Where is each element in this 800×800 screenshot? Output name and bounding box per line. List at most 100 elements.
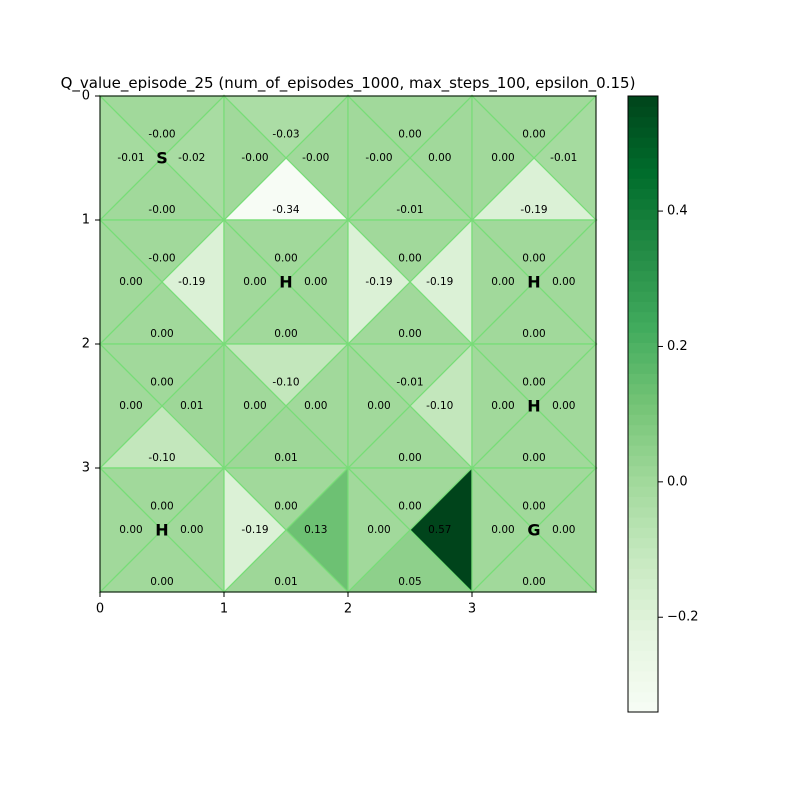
q-value-label-r3c3-left: 0.00 — [491, 524, 514, 536]
colorbar-band — [628, 373, 658, 385]
q-value-label-r3c3-right: 0.00 — [552, 524, 575, 536]
q-triangle-r1c1-left — [223, 218, 287, 346]
colorbar-band — [628, 147, 658, 159]
colorbar-band — [628, 578, 658, 590]
axes: 0 1 2 3 0 1 2 3 — [82, 89, 597, 617]
q-value-label-r0c0-right: -0.02 — [178, 152, 205, 164]
colorbar-band — [628, 701, 658, 713]
state-label-r2c3: H — [527, 397, 540, 416]
colorbar-band — [628, 670, 658, 682]
colorbar-band — [628, 404, 658, 415]
y-tick-label-3: 3 — [82, 461, 90, 476]
y-tick-label-0: 0 — [82, 89, 90, 104]
q-value-label-r1c3-right: 0.00 — [552, 276, 575, 288]
q-value-label-r3c3-up: 0.00 — [522, 500, 545, 512]
state-label-r1c1: H — [279, 273, 292, 292]
colorbar-band — [628, 537, 658, 549]
q-value-label-r0c1-right: -0.00 — [302, 152, 329, 164]
q-value-label-r2c2-left: 0.00 — [367, 400, 390, 412]
colorbar-band — [628, 496, 658, 508]
q-value-label-r0c0-down: -0.00 — [148, 204, 175, 216]
q-value-label-r0c3-right: -0.01 — [550, 152, 577, 164]
colorbar-band — [628, 660, 658, 672]
q-value-label-r1c2-up: 0.00 — [398, 252, 421, 264]
q-value-label-r0c2-down: -0.01 — [396, 204, 423, 216]
q-value-label-r2c0-down: -0.10 — [148, 452, 175, 464]
q-value-label-r2c2-right: -0.10 — [426, 400, 453, 412]
colorbar-band — [628, 311, 658, 323]
colorbar-band — [628, 465, 658, 477]
q-value-label-r1c0-right: -0.19 — [178, 276, 205, 288]
colorbar-band — [628, 619, 658, 631]
colorbar-band — [628, 393, 658, 405]
colorbar-band — [628, 424, 658, 436]
q-value-label-r1c0-up: -0.00 — [148, 252, 175, 264]
q-value-label-r3c0-right: 0.00 — [180, 524, 203, 536]
colorbar-band — [628, 609, 658, 621]
colorbar-band — [628, 475, 658, 487]
colorbar-band — [628, 137, 658, 148]
colorbar-band — [628, 260, 658, 272]
q-value-label-r3c2-left: 0.00 — [367, 524, 390, 536]
colorbar-band — [628, 219, 658, 231]
colorbar-band — [628, 640, 658, 651]
colorbar-band — [628, 506, 658, 518]
q-value-label-r2c3-left: 0.00 — [491, 400, 514, 412]
q-value-label-r2c3-up: 0.00 — [522, 376, 545, 388]
colorbar-band — [628, 547, 658, 559]
colorbar-band — [628, 568, 658, 580]
q-value-label-r1c2-down: 0.00 — [398, 328, 421, 340]
q-value-label-r0c2-right: 0.00 — [428, 152, 451, 164]
q-value-label-r3c2-down: 0.05 — [398, 576, 421, 588]
colorbar-tick-label: 0.2 — [667, 339, 688, 354]
q-value-label-r2c2-up: -0.01 — [396, 376, 423, 388]
colorbar-band — [628, 167, 658, 179]
colorbar-band — [628, 342, 658, 354]
q-value-label-r2c1-left: 0.00 — [243, 400, 266, 412]
colorbar-band — [628, 270, 658, 282]
colorbar-band — [628, 291, 658, 302]
q-value-label-r0c3-left: 0.00 — [491, 152, 514, 164]
colorbar-band — [628, 455, 658, 467]
q-triangle-r1c2-left — [347, 218, 411, 346]
q-value-label-r1c2-left: -0.19 — [365, 276, 392, 288]
q-triangle-r1c3-left — [471, 218, 535, 346]
colorbar-band — [628, 383, 658, 395]
q-value-label-r1c3-left: 0.00 — [491, 276, 514, 288]
q-value-grid: -0.00-0.02-0.00-0.01 S-0.03-0.00-0.34-0.0… — [98, 94, 598, 594]
q-value-label-r1c3-up: 0.00 — [522, 252, 545, 264]
colorbar-band — [628, 558, 658, 569]
colorbar-tick-label: 0.0 — [667, 474, 688, 489]
state-label-r3c0: H — [155, 521, 168, 540]
q-triangle-r3c3-left — [471, 466, 535, 594]
colorbar-band — [628, 239, 658, 251]
q-value-label-r3c0-up: 0.00 — [150, 500, 173, 512]
q-value-label-r0c3-down: -0.19 — [520, 204, 547, 216]
colorbar-frame — [627, 95, 659, 713]
q-triangle-r0c1-left — [223, 94, 287, 222]
q-triangle-r2c1-left — [223, 342, 287, 470]
q-value-label-r1c0-left: 0.00 — [119, 276, 142, 288]
q-value-label-r1c0-down: 0.00 — [150, 328, 173, 340]
q-value-label-r0c1-down: -0.34 — [272, 204, 299, 216]
chart-title: Q_value_episode_25 (num_of_episodes_1000… — [61, 74, 636, 93]
q-value-label-r2c0-left: 0.00 — [119, 400, 142, 412]
x-tick-label-1: 1 — [220, 602, 228, 617]
q-value-label-r0c1-up: -0.03 — [272, 128, 299, 140]
q-value-label-r2c0-up: 0.00 — [150, 376, 173, 388]
colorbar-band — [628, 434, 658, 446]
q-value-label-r3c0-left: 0.00 — [119, 524, 142, 536]
y-tick-label-1: 1 — [82, 213, 90, 228]
q-value-label-r3c0-down: 0.00 — [150, 576, 173, 588]
colorbar-tick-label: −0.2 — [667, 610, 699, 625]
colorbar-band — [628, 599, 658, 610]
colorbar-band — [628, 250, 658, 261]
colorbar-band — [628, 445, 658, 456]
q-value-label-r0c2-left: -0.00 — [365, 152, 392, 164]
q-triangle-r2c3-left — [471, 342, 535, 470]
x-tick-label-2: 2 — [344, 602, 352, 617]
colorbar-band — [628, 691, 658, 703]
q-value-label-r0c2-up: 0.00 — [398, 128, 421, 140]
q-value-label-r2c2-down: 0.00 — [398, 452, 421, 464]
colorbar-band — [628, 188, 658, 200]
